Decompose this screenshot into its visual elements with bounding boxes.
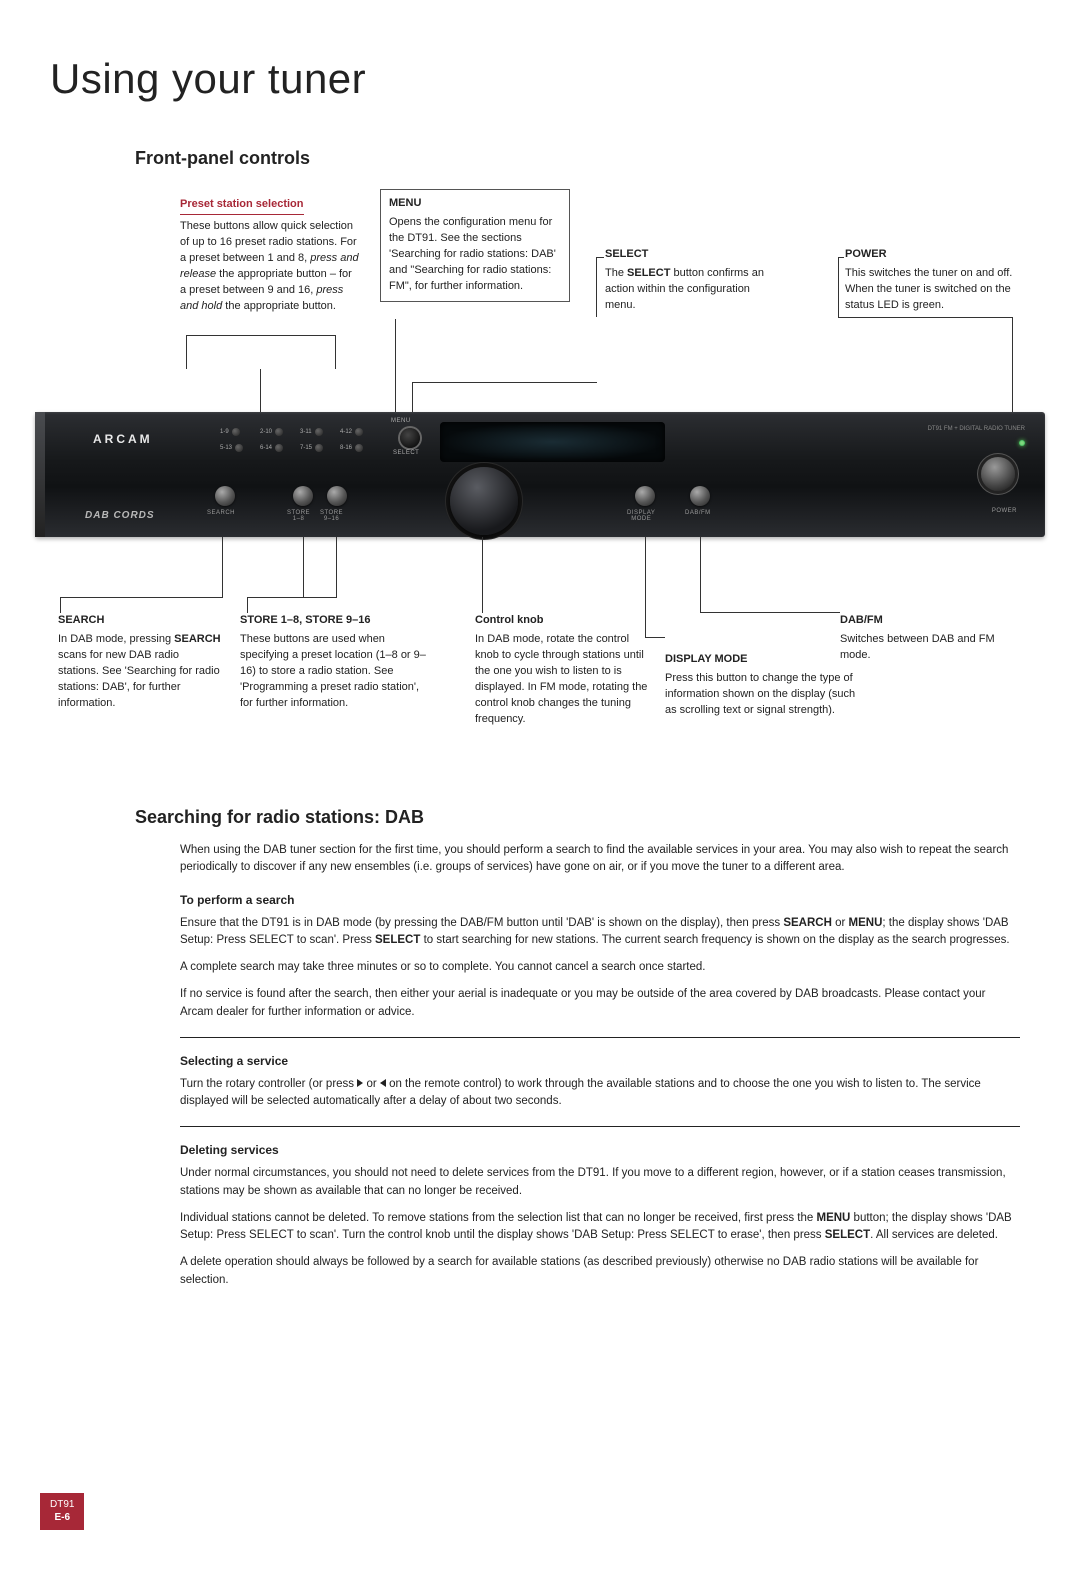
search-label: SEARCH — [207, 510, 235, 516]
preset-btn[interactable]: 8-16 — [340, 444, 380, 452]
search-button[interactable] — [215, 486, 235, 506]
callout-knob-body: In DAB mode, rotate the control knob to … — [475, 632, 655, 728]
delete-p3: A delete operation should always be foll… — [180, 1254, 1020, 1289]
callout-power: POWER This switches the tuner on and off… — [845, 247, 1035, 314]
page-number-tab: DT91 E-6 — [40, 1493, 84, 1530]
section-front-panel-title: Front-panel controls — [135, 148, 1080, 169]
store-9-16-button[interactable] — [327, 486, 347, 506]
store18-label: STORE 1–8 — [287, 510, 310, 522]
menu-select-knob[interactable] — [400, 428, 420, 448]
store916-label: STORE 9–16 — [320, 510, 343, 522]
dabfm-label: DAB/FM — [685, 510, 711, 516]
section-searching-dab-title: Searching for radio stations: DAB — [135, 807, 1080, 828]
callout-power-title: POWER — [845, 247, 1035, 263]
callout-preset-body: These buttons allow quick selection of u… — [180, 219, 360, 315]
preset-btn[interactable]: 1-9 — [220, 428, 260, 436]
select-label: SELECT — [393, 450, 419, 456]
preset-btn[interactable]: 6-14 — [260, 444, 300, 452]
callout-menu-body: Opens the configuration menu for the DT9… — [389, 215, 561, 295]
divider — [180, 1037, 1020, 1038]
callout-search-body: In DAB mode, pressing SEARCH scans for n… — [58, 632, 223, 712]
power-led-icon — [1019, 440, 1025, 446]
model-text: DT91 FM + DIGITAL RADIO TUNER — [928, 426, 1025, 432]
preset-btn[interactable]: 5-13 — [220, 444, 260, 452]
callout-select: SELECT The SELECT button confirms an act… — [605, 247, 775, 314]
callout-dabfm-body: Switches between DAB and FM mode. — [840, 632, 1025, 664]
callout-display-body: Press this button to change the type of … — [665, 671, 865, 719]
callout-menu-title: MENU — [389, 196, 561, 212]
perform-p2: A complete search may take three minutes… — [180, 959, 1020, 976]
delete-p1: Under normal circumstances, you should n… — [180, 1165, 1020, 1200]
power-label: POWER — [992, 508, 1017, 514]
callout-dabfm: DAB/FM Switches between DAB and FM mode. — [840, 613, 1025, 664]
preset-button-grid: 1-9 2-10 3-11 4-12 5-13 6-14 7-15 8-16 — [220, 428, 380, 452]
callout-select-title: SELECT — [605, 247, 775, 263]
delete-p2: Individual stations cannot be deleted. T… — [180, 1210, 1020, 1245]
callout-display: DISPLAY MODE Press this button to change… — [665, 652, 865, 719]
section-searching-dab-body: When using the DAB tuner section for the… — [180, 842, 1020, 1289]
preset-btn[interactable]: 4-12 — [340, 428, 380, 436]
store-1-8-button[interactable] — [293, 486, 313, 506]
brand-logo: ARCAM — [93, 432, 153, 446]
callout-store-title: STORE 1–8, STORE 9–16 — [240, 613, 430, 629]
front-panel-diagram: Preset station selection These buttons a… — [0, 187, 1080, 807]
page-title: Using your tuner — [50, 55, 1080, 103]
menu-label: MENU — [391, 418, 411, 424]
selecting-service-heading: Selecting a service — [180, 1052, 1020, 1070]
panel-left-accent — [35, 412, 45, 537]
preset-btn[interactable]: 7-15 — [300, 444, 340, 452]
power-button[interactable] — [981, 457, 1015, 491]
callout-select-body: The SELECT button confirms an action wit… — [605, 266, 775, 314]
sub-brand: DAB CORDS — [85, 510, 155, 521]
tab-page-number: E-6 — [50, 1511, 74, 1524]
callout-display-title: DISPLAY MODE — [665, 652, 865, 668]
preset-btn[interactable]: 2-10 — [260, 428, 300, 436]
display-mode-label: DISPLAY MODE — [627, 510, 655, 522]
intro-paragraph: When using the DAB tuner section for the… — [180, 842, 1020, 877]
display-mode-button[interactable] — [635, 486, 655, 506]
tab-model: DT91 — [50, 1498, 74, 1511]
callout-store-body: These buttons are used when specifying a… — [240, 632, 430, 712]
perform-search-heading: To perform a search — [180, 891, 1020, 909]
deleting-services-heading: Deleting services — [180, 1141, 1020, 1159]
selecting-service-p: Turn the rotary controller (or press or … — [180, 1076, 1020, 1111]
callout-search-title: SEARCH — [58, 613, 223, 629]
callout-preset-title: Preset station selection — [180, 197, 304, 215]
callout-dabfm-title: DAB/FM — [840, 613, 1025, 629]
dab-fm-button[interactable] — [690, 486, 710, 506]
callout-knob: Control knob In DAB mode, rotate the con… — [475, 613, 655, 728]
callout-menu: MENU Opens the configuration menu for th… — [380, 189, 570, 302]
callout-preset: Preset station selection These buttons a… — [180, 197, 360, 315]
divider — [180, 1126, 1020, 1127]
preset-btn[interactable]: 3-11 — [300, 428, 340, 436]
perform-p1: Ensure that the DT91 is in DAB mode (by … — [180, 915, 1020, 950]
callout-power-body: This switches the tuner on and off. When… — [845, 266, 1035, 314]
tuner-display — [440, 422, 665, 462]
callout-store: STORE 1–8, STORE 9–16 These buttons are … — [240, 613, 430, 712]
control-knob[interactable] — [450, 467, 518, 535]
tuner-panel: ARCAM DAB CORDS 1-9 2-10 3-11 4-12 5-13 … — [35, 412, 1045, 537]
callout-knob-title: Control knob — [475, 613, 655, 629]
perform-p3: If no service is found after the search,… — [180, 986, 1020, 1021]
callout-search: SEARCH In DAB mode, pressing SEARCH scan… — [58, 613, 223, 712]
